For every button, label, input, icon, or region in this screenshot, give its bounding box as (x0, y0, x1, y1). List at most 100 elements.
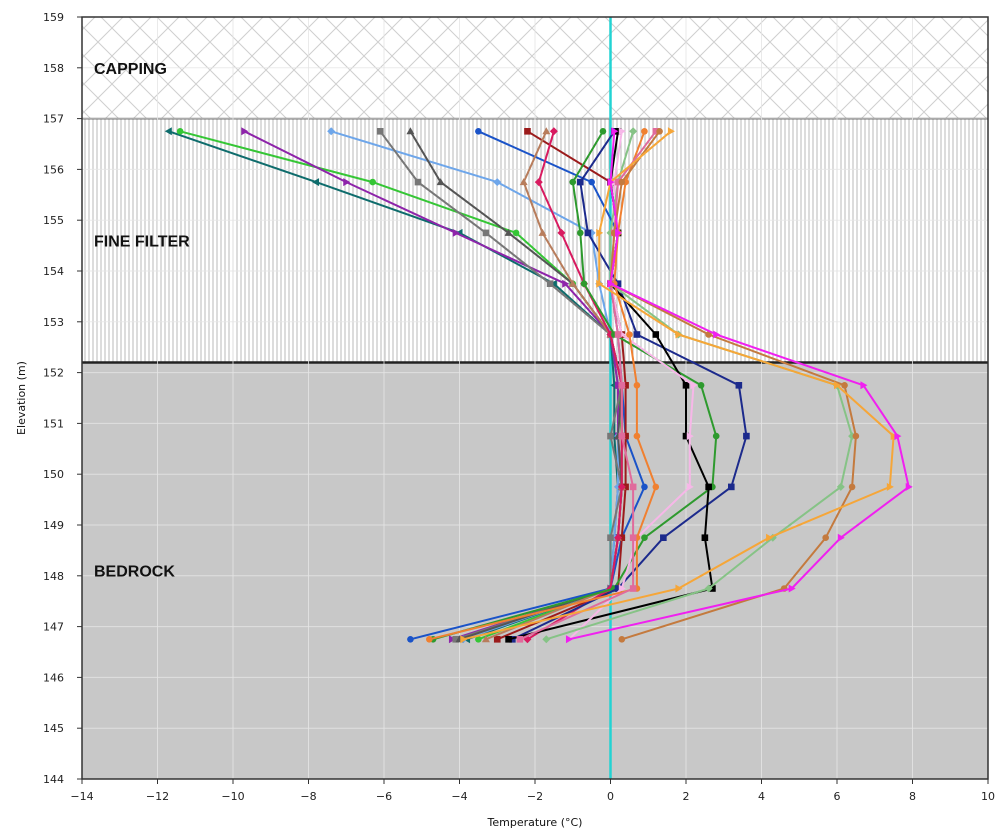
y-tick-label: 157 (43, 113, 64, 126)
data-point (633, 382, 641, 389)
y-tick-label: 152 (43, 367, 64, 380)
data-point (549, 127, 558, 136)
data-point (618, 382, 626, 389)
data-point (475, 636, 482, 643)
data-point (618, 636, 626, 643)
data-point (697, 382, 705, 389)
x-tick-label: 10 (981, 790, 995, 803)
y-tick-label: 145 (43, 722, 64, 735)
data-point (682, 432, 690, 440)
data-point (327, 127, 336, 136)
data-point (569, 178, 577, 186)
data-point (886, 482, 894, 491)
data-point (894, 432, 902, 441)
data-point (607, 178, 615, 187)
data-point (615, 228, 623, 237)
data-point (704, 584, 713, 593)
data-point (577, 229, 584, 237)
data-point (512, 229, 520, 237)
data-point (557, 228, 566, 237)
data-point (611, 127, 619, 136)
data-point (686, 482, 694, 491)
data-point (519, 178, 528, 186)
data-point (641, 128, 648, 135)
series-19 (565, 127, 913, 644)
y-tick-label: 144 (43, 773, 64, 786)
data-point (617, 482, 626, 491)
data-point (633, 331, 641, 338)
data-point (682, 382, 690, 389)
data-point (542, 127, 551, 135)
data-point (596, 228, 604, 237)
data-point (164, 127, 172, 136)
data-point (452, 636, 460, 643)
x-tick-label: 8 (909, 790, 916, 803)
zone-label: BEDROCK (94, 564, 175, 581)
data-point (504, 228, 513, 236)
data-series (164, 127, 913, 644)
data-point (626, 331, 633, 338)
x-tick-label: 2 (683, 790, 690, 803)
data-point (629, 483, 637, 491)
data-point (629, 534, 637, 541)
data-point (618, 178, 626, 186)
data-point (596, 279, 604, 288)
data-point (614, 178, 622, 186)
data-point (452, 228, 460, 237)
data-point (565, 635, 573, 644)
data-point (505, 636, 512, 643)
data-point (841, 382, 848, 389)
data-point (667, 127, 675, 136)
data-point (406, 127, 415, 135)
data-point (660, 534, 667, 541)
zone-labels: CAPPING FINE FILTER BEDROCK (94, 61, 190, 581)
data-point (607, 279, 615, 288)
data-point (675, 584, 683, 593)
y-tick-label: 154 (43, 265, 64, 278)
data-point (343, 178, 351, 187)
data-point (614, 533, 623, 542)
data-point (599, 128, 607, 135)
data-point (633, 432, 641, 440)
data-point (836, 482, 845, 491)
data-point (618, 584, 626, 593)
y-tick-label: 153 (43, 316, 64, 329)
x-tick-label: 6 (834, 790, 841, 803)
data-point (607, 432, 614, 440)
data-point (577, 178, 584, 186)
zone-label: FINE FILTER (94, 234, 190, 251)
data-point (905, 482, 913, 491)
data-point (848, 483, 856, 491)
series-17 (607, 128, 860, 643)
y-tick-label: 156 (43, 163, 64, 176)
y-tick-label: 158 (43, 62, 64, 75)
data-point (641, 534, 648, 541)
x-tick-label: −12 (146, 790, 169, 803)
data-point (735, 382, 743, 389)
data-point (890, 432, 898, 441)
data-point (426, 636, 433, 643)
x-tick-label: −4 (451, 790, 467, 803)
data-point (369, 178, 376, 186)
data-point (475, 128, 482, 135)
data-point (656, 128, 663, 135)
data-point (652, 483, 660, 491)
data-point (618, 127, 626, 136)
data-point (743, 432, 750, 440)
data-point (562, 279, 570, 288)
data-point (538, 228, 547, 236)
data-point (580, 280, 588, 288)
x-axis-title: Temperature (°C) (487, 816, 583, 829)
data-point (312, 178, 320, 187)
x-tick-label: −6 (376, 790, 392, 803)
data-point (766, 533, 774, 542)
data-point (482, 229, 490, 237)
y-tick-label: 149 (43, 519, 64, 532)
data-point (629, 585, 637, 592)
y-tick-label: 146 (43, 671, 64, 684)
data-point (652, 128, 660, 135)
x-axis-ticks: −14 −12 −10 −8 −6 −4 −2 0 2 4 6 8 10 (70, 779, 995, 803)
data-point (516, 636, 524, 643)
data-point (376, 128, 384, 135)
